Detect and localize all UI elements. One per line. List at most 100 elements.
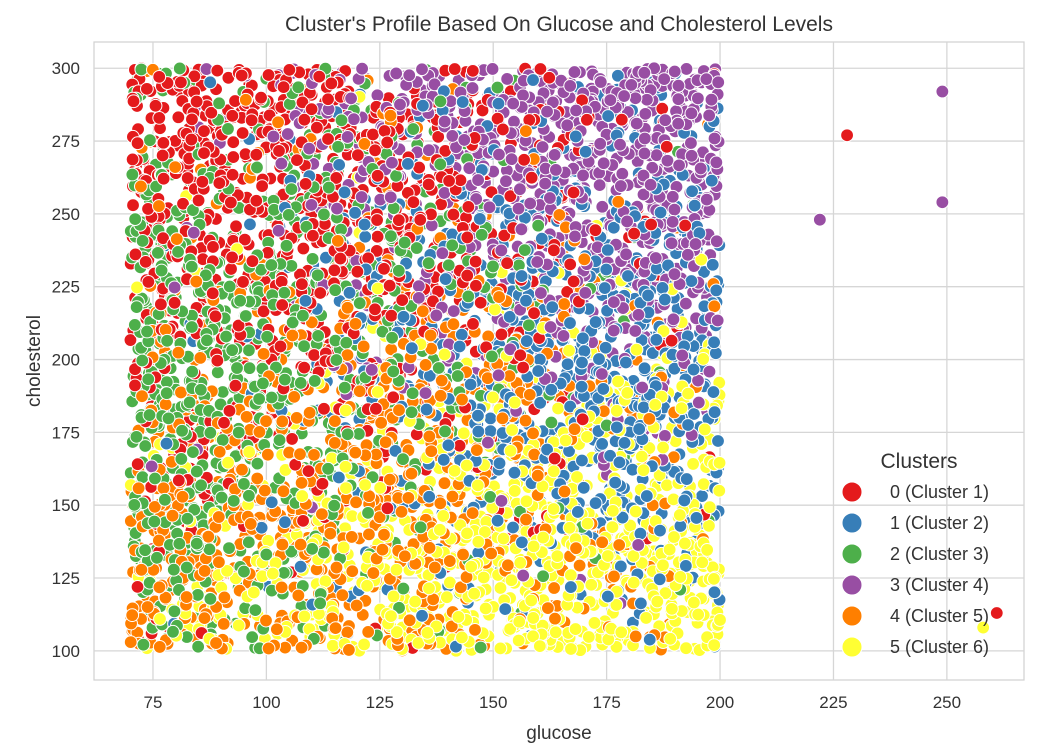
data-point <box>383 229 398 244</box>
data-point <box>333 251 348 266</box>
data-point <box>588 315 603 329</box>
data-point <box>441 258 456 273</box>
data-point <box>527 306 541 321</box>
data-point <box>511 201 526 216</box>
data-point <box>255 179 269 193</box>
data-point <box>264 495 279 510</box>
data-point <box>482 200 497 215</box>
data-point <box>377 124 392 138</box>
data-point <box>340 625 355 640</box>
data-point <box>483 424 498 439</box>
data-point <box>471 534 486 549</box>
data-point <box>305 251 320 266</box>
data-point <box>415 304 430 319</box>
data-point <box>133 179 148 194</box>
data-point <box>229 219 243 234</box>
data-point <box>166 562 181 577</box>
data-point <box>197 124 211 139</box>
data-point <box>342 285 357 300</box>
data-point <box>587 616 602 630</box>
data-point <box>663 631 678 646</box>
data-point <box>568 129 583 144</box>
data-point <box>171 473 186 488</box>
data-point <box>434 373 449 388</box>
data-point <box>563 568 578 583</box>
data-point <box>695 555 710 570</box>
data-point <box>140 600 155 614</box>
data-point <box>456 426 471 441</box>
data-point <box>667 202 682 217</box>
data-point <box>329 560 344 575</box>
data-point <box>486 259 500 274</box>
data-point <box>172 61 187 76</box>
data-point <box>294 640 309 655</box>
data-point <box>289 410 304 425</box>
data-point <box>473 640 488 655</box>
data-point <box>325 638 340 653</box>
data-point <box>147 514 162 529</box>
data-point <box>418 386 433 401</box>
data-point <box>605 520 620 534</box>
data-point <box>577 344 592 358</box>
data-point <box>413 212 428 227</box>
data-point <box>543 320 558 334</box>
data-point <box>191 639 206 654</box>
data-point <box>595 436 610 451</box>
data-point <box>383 190 398 205</box>
data-point <box>125 152 140 167</box>
data-point <box>563 316 577 330</box>
data-point <box>156 135 171 150</box>
data-point <box>411 290 426 305</box>
data-point <box>389 562 404 577</box>
data-point <box>261 68 276 82</box>
data-point <box>249 193 264 208</box>
data-point <box>418 358 433 372</box>
data-point <box>548 625 563 640</box>
data-point <box>225 250 240 265</box>
data-point <box>167 280 182 295</box>
data-point <box>492 456 507 471</box>
data-point <box>404 405 419 420</box>
data-point <box>596 156 611 171</box>
data-point <box>210 365 225 380</box>
data-point <box>327 435 342 450</box>
data-point <box>285 432 299 446</box>
data-point <box>222 279 237 294</box>
data-point <box>500 558 515 573</box>
data-point <box>355 61 369 76</box>
data-point <box>317 401 331 416</box>
data-point <box>309 120 324 135</box>
data-point <box>504 573 519 588</box>
data-point <box>711 434 725 448</box>
data-point <box>282 62 297 77</box>
data-point <box>406 195 421 210</box>
data-point <box>242 361 257 376</box>
data-point <box>156 171 171 186</box>
data-point <box>546 502 561 516</box>
data-point <box>352 384 367 399</box>
data-point <box>221 455 235 470</box>
data-point <box>366 566 381 580</box>
data-point <box>547 147 562 162</box>
data-point <box>402 68 417 83</box>
data-point <box>472 211 487 226</box>
data-point <box>650 594 665 609</box>
data-point <box>588 223 603 238</box>
data-point <box>139 81 154 96</box>
data-point <box>681 386 696 401</box>
data-point <box>533 62 548 76</box>
data-point <box>316 545 331 560</box>
data-point <box>276 484 291 499</box>
data-point <box>709 234 724 249</box>
data-point <box>653 205 668 220</box>
data-point <box>598 340 613 355</box>
data-point <box>446 207 461 222</box>
data-point <box>572 558 587 573</box>
data-point <box>578 144 593 159</box>
data-point <box>507 465 522 480</box>
data-point <box>370 385 385 399</box>
data-point <box>540 104 554 119</box>
data-point <box>136 637 151 652</box>
data-point <box>334 113 349 128</box>
data-point <box>214 490 229 505</box>
